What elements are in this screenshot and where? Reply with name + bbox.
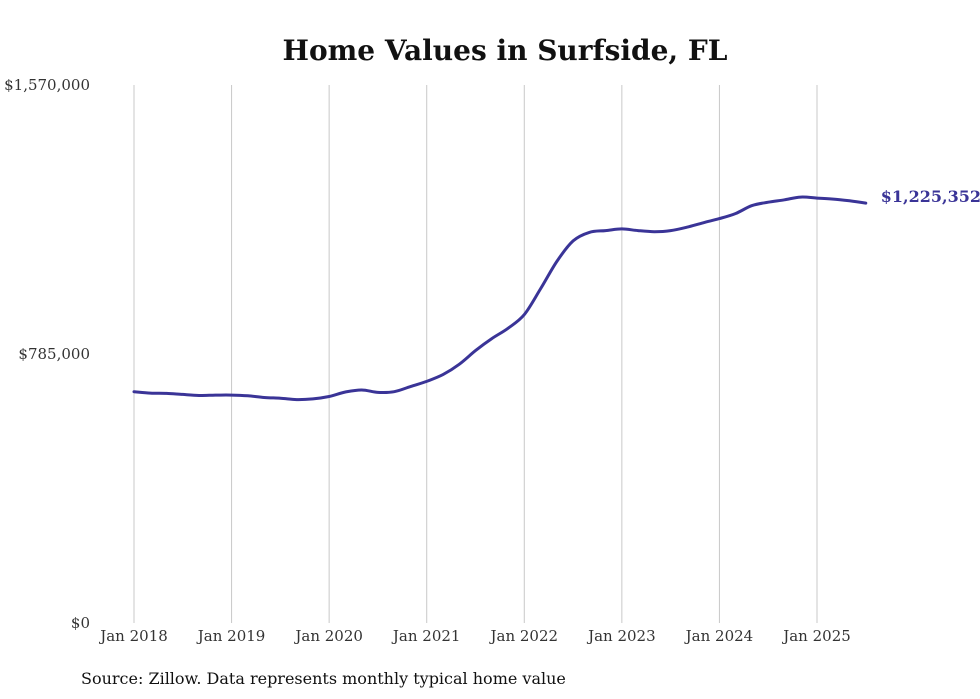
series-line-home-value [132, 195, 868, 402]
source-note: Source: Zillow. Data represents monthly … [81, 669, 566, 688]
x-tick-label: Jan 2021 [391, 627, 461, 645]
x-tick-label: Jan 2024 [684, 627, 754, 645]
x-tick-label: Jan 2019 [196, 627, 266, 645]
chart-title: Home Values in Surfside, FL [283, 34, 728, 67]
gridlines [133, 85, 818, 623]
y-tick-label: $1,570,000 [4, 76, 90, 94]
y-tick-label: $785,000 [18, 345, 90, 363]
x-tick-label: Jan 2025 [781, 627, 851, 645]
y-tick-label: $0 [71, 614, 90, 632]
y-axis-ticks: $0 $785,000 $1,570,000 [4, 76, 90, 632]
x-tick-label: Jan 2018 [98, 627, 168, 645]
x-tick-label: Jan 2023 [586, 627, 656, 645]
x-axis-ticks: Jan 2018 Jan 2019 Jan 2020 Jan 2021 Jan 2022… [98, 627, 851, 645]
end-value-label: $1,225,352 [881, 187, 980, 206]
x-tick-label: Jan 2020 [293, 627, 363, 645]
x-tick-label: Jan 2022 [489, 627, 559, 645]
